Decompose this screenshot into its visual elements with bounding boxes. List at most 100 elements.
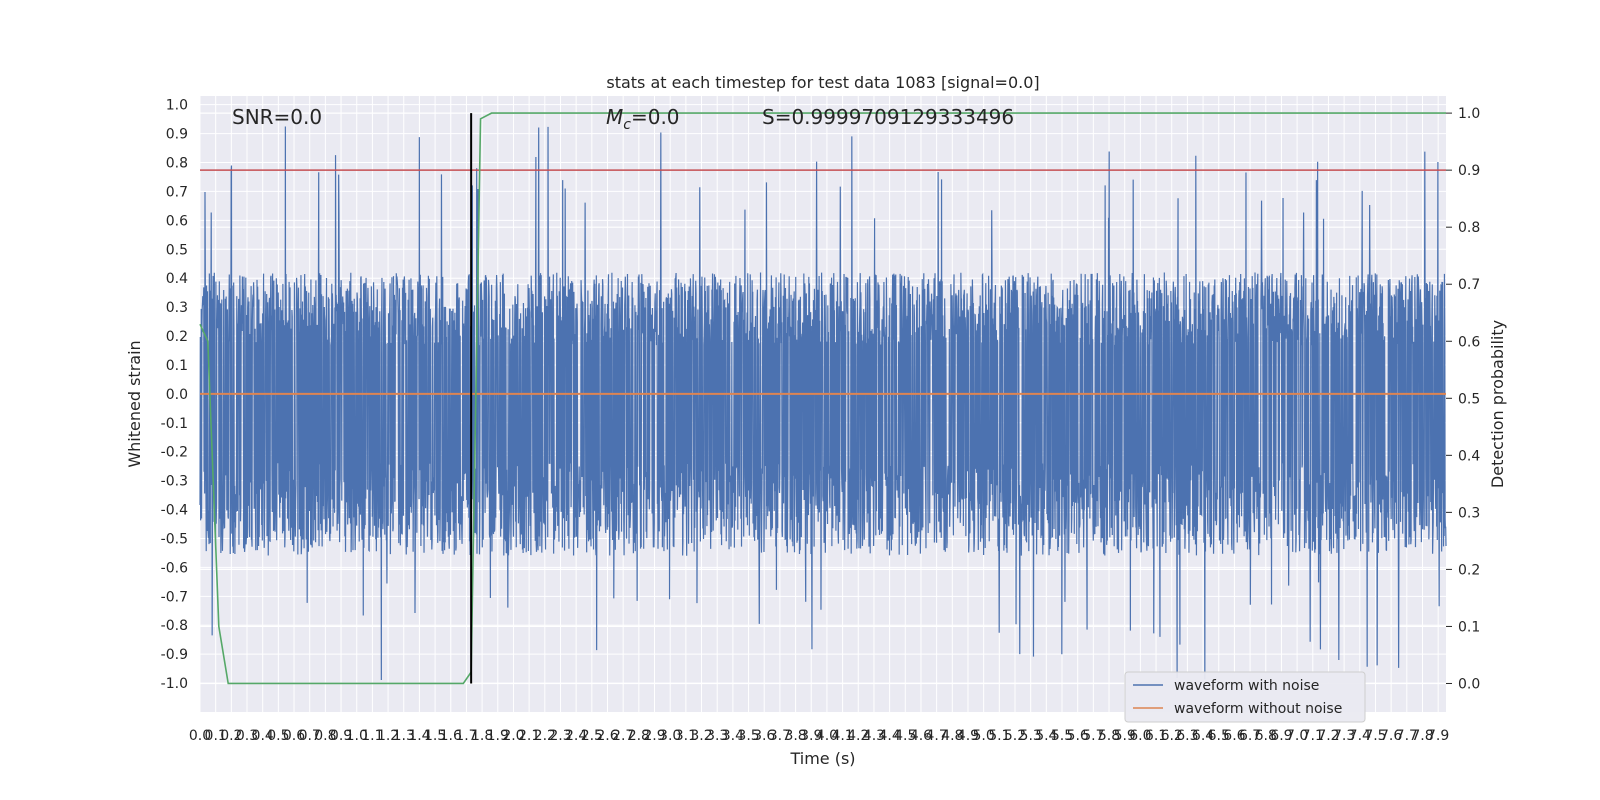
x-tick-label: 1.3	[393, 728, 415, 744]
x-tick-label: 7.2	[1317, 728, 1339, 744]
x-tick-label: 0.6	[283, 728, 305, 744]
x-tick-labels: 0.00.10.20.30.40.50.60.70.80.91.01.11.21…	[189, 728, 1449, 744]
x-tick-label: 4.4	[878, 728, 900, 744]
x-tick-label: 5.3	[1020, 728, 1042, 744]
x-tick-label: 4.2	[847, 728, 869, 744]
x-tick-label: 2.1	[518, 728, 540, 744]
x-tick-label: 2.8	[628, 728, 650, 744]
x-tick-label: 2.3	[549, 728, 571, 744]
y2-tick-label: 0.1	[1458, 619, 1480, 635]
legend: waveform with noise waveform without noi…	[1124, 671, 1366, 723]
score-annotation: S=0.9999709129333496	[762, 105, 1014, 129]
snr-annotation: SNR=0.0	[232, 105, 322, 129]
x-tick-label: 5.4	[1035, 728, 1057, 744]
x-tick-label: 4.5	[894, 728, 916, 744]
x-tick-label: 2.5	[581, 728, 603, 744]
series-waveform-with-noise	[199, 126, 1447, 681]
x-tick-label: 6.7	[1239, 728, 1261, 744]
x-tick-label: 1.4	[408, 728, 430, 744]
y2-axis-label: Detection probability	[1488, 320, 1507, 488]
y2-tick-label: 0.5	[1458, 391, 1480, 407]
x-axis-label: Time (s)	[789, 749, 855, 768]
y2-tick-label: 0.6	[1458, 334, 1480, 350]
x-tick-label: 5.0	[973, 728, 995, 744]
x-tick-label: 1.8	[471, 728, 493, 744]
x-tick-label: 4.1	[831, 728, 853, 744]
legend-label-noise: waveform with noise	[1174, 678, 1319, 694]
x-tick-label: 3.8	[784, 728, 806, 744]
x-tick-label: 5.1	[988, 728, 1010, 744]
y-tick-label: 0.5	[166, 242, 188, 258]
x-tick-label: 3.0	[659, 728, 681, 744]
y-tick-label: 0.0	[166, 387, 188, 403]
y2-tick-label: 0.3	[1458, 505, 1480, 521]
x-tick-label: 7.1	[1302, 728, 1324, 744]
x-tick-label: 0.4	[252, 728, 274, 744]
y2-tick-label: 1.0	[1458, 106, 1480, 122]
x-tick-label: 2.7	[612, 728, 634, 744]
x-tick-label: 0.9	[330, 728, 352, 744]
y-tick-label: 0.6	[166, 213, 188, 229]
x-tick-label: 1.5	[424, 728, 446, 744]
chart-title: stats at each timestep for test data 108…	[606, 73, 1039, 92]
x-tick-label: 5.7	[1082, 728, 1104, 744]
x-tick-label: 6.5	[1208, 728, 1230, 744]
y2-tick-label: 0.2	[1458, 562, 1480, 578]
y-tick-label: -1.0	[161, 676, 188, 692]
y-tick-label: 0.9	[166, 127, 188, 143]
x-tick-label: 3.1	[675, 728, 697, 744]
x-tick-label: 4.7	[925, 728, 947, 744]
x-tick-label: 4.9	[957, 728, 979, 744]
x-tick-label: 4.8	[941, 728, 963, 744]
chirp-mass-value: =0.0	[631, 105, 680, 129]
x-tick-label: 6.2	[1161, 728, 1183, 744]
y2-tick-labels: 1.0 0.9 0.8 0.7 0.6 0.5 0.4 0.3 0.2 0.1 0.0	[1446, 106, 1480, 692]
x-tick-label: 6.4	[1192, 728, 1214, 744]
x-tick-label: 1.0	[346, 728, 368, 744]
x-tick-label: 7.0	[1286, 728, 1308, 744]
x-tick-label: 2.9	[643, 728, 665, 744]
x-tick-label: 2.6	[596, 728, 618, 744]
x-tick-label: 1.7	[455, 728, 477, 744]
x-tick-label: 0.7	[299, 728, 321, 744]
chirp-mass-annotation: Mc=0.0	[606, 105, 680, 133]
y2-tick-label: 0.0	[1458, 676, 1480, 692]
y-tick-label: -0.1	[161, 416, 188, 432]
x-tick-label: 6.1	[1145, 728, 1167, 744]
x-tick-label: 5.6	[1067, 728, 1089, 744]
y-tick-labels: 1.0 0.9 0.8 0.7 0.6 0.5 0.4 0.3 0.2 0.1 0.0 -0.1 -0.…	[161, 98, 188, 692]
series-detection-probability	[199, 112, 1446, 685]
x-tick-label: 6.0	[1129, 728, 1151, 744]
x-tick-label: 6.3	[1176, 728, 1198, 744]
y-tick-label: -0.4	[161, 503, 188, 519]
y-tick-label: -0.5	[161, 531, 188, 547]
y2-tick-label: 0.7	[1458, 277, 1480, 293]
x-tick-label: 2.2	[534, 728, 556, 744]
y-tick-label: 0.8	[166, 156, 188, 172]
x-tick-label: 3.3	[706, 728, 728, 744]
y-tick-label: 0.4	[166, 271, 188, 287]
x-tick-label: 1.1	[361, 728, 383, 744]
x-tick-label: 6.6	[1223, 728, 1245, 744]
y-tick-label: 1.0	[166, 98, 188, 114]
x-tick-label: 3.6	[753, 728, 775, 744]
x-tick-label: 5.9	[1114, 728, 1136, 744]
x-tick-label: 2.0	[502, 728, 524, 744]
x-tick-label: 7.9	[1427, 728, 1449, 744]
x-tick-label: 5.2	[1004, 728, 1026, 744]
y-tick-label: -0.3	[161, 474, 188, 490]
x-tick-label: 1.2	[377, 728, 399, 744]
x-tick-label: 3.9	[800, 728, 822, 744]
x-tick-label: 4.6	[910, 728, 932, 744]
probability-trace	[199, 112, 1446, 685]
x-tick-label: 7.3	[1333, 728, 1355, 744]
x-tick-label: 0.5	[267, 728, 289, 744]
x-tick-label: 6.9	[1270, 728, 1292, 744]
x-tick-label: 6.8	[1255, 728, 1277, 744]
y-tick-label: -0.2	[161, 445, 188, 461]
x-tick-label: 4.0	[816, 728, 838, 744]
chirp-mass-subscript: c	[623, 117, 631, 133]
x-tick-label: 2.4	[565, 728, 587, 744]
x-tick-label: 1.6	[440, 728, 462, 744]
